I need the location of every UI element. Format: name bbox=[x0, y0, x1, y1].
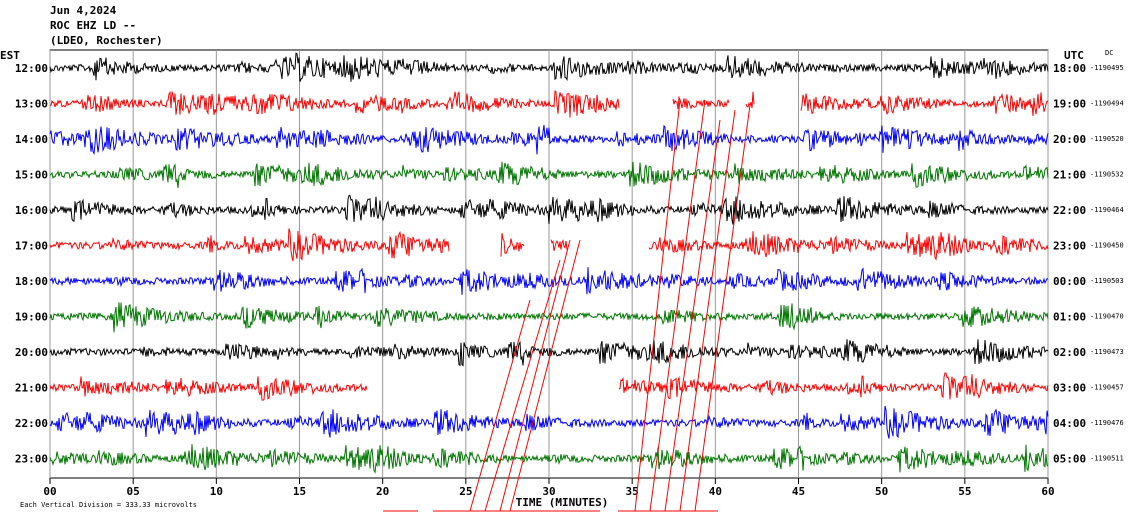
utc-label: 22:00 bbox=[1053, 204, 1086, 217]
dc-value: -1190450 bbox=[1090, 242, 1124, 250]
trace bbox=[49, 194, 1049, 225]
est-label: 20:00 bbox=[15, 346, 48, 359]
trace bbox=[49, 124, 1049, 156]
dc-value: -1190511 bbox=[1090, 455, 1124, 463]
left-axis-label: EST bbox=[0, 49, 20, 62]
utc-label: 03:00 bbox=[1053, 382, 1086, 395]
dc-value: -1190457 bbox=[1090, 384, 1124, 392]
est-label: 17:00 bbox=[15, 240, 48, 253]
trace bbox=[49, 302, 1049, 333]
x-tick-label: 60 bbox=[1041, 485, 1054, 498]
x-tick-label: 15 bbox=[293, 485, 306, 498]
dc-value: -1190520 bbox=[1090, 135, 1124, 143]
utc-label: 18:00 bbox=[1053, 62, 1086, 75]
x-tick-label: 35 bbox=[626, 485, 639, 498]
utc-label: 05:00 bbox=[1053, 453, 1086, 466]
utc-label: 21:00 bbox=[1053, 169, 1086, 182]
network: (LDEO, Rochester) bbox=[50, 34, 163, 47]
utc-label: 01:00 bbox=[1053, 311, 1086, 324]
trace bbox=[49, 90, 620, 118]
x-tick-label: 30 bbox=[542, 485, 555, 498]
trace bbox=[49, 339, 1049, 367]
dc-value: -1190464 bbox=[1090, 206, 1124, 214]
trace bbox=[648, 231, 1049, 261]
x-tick-label: 45 bbox=[792, 485, 805, 498]
est-label: 15:00 bbox=[15, 169, 48, 182]
event-marker bbox=[679, 109, 736, 512]
x-tick-label: 00 bbox=[43, 485, 56, 498]
dc-label: DC bbox=[1105, 49, 1113, 57]
trace bbox=[800, 92, 1049, 116]
event-marker bbox=[469, 299, 531, 512]
x-tick-label: 05 bbox=[127, 485, 140, 498]
trace bbox=[49, 376, 368, 401]
trace bbox=[618, 372, 1049, 400]
trace bbox=[49, 52, 1049, 82]
utc-label: 23:00 bbox=[1053, 240, 1086, 253]
x-tick-label: 55 bbox=[958, 485, 971, 498]
dc-value: -1190503 bbox=[1090, 277, 1124, 285]
event-marker bbox=[484, 259, 561, 512]
footnote: Each Vertical Division = 333.33 microvol… bbox=[20, 501, 197, 509]
right-axis-label: UTC bbox=[1064, 49, 1084, 62]
dc-value: -1190495 bbox=[1090, 64, 1124, 72]
trace bbox=[49, 444, 1049, 474]
trace bbox=[49, 267, 1049, 295]
station: ROC EHZ LD -- bbox=[50, 19, 136, 32]
trace bbox=[550, 239, 568, 252]
est-label: 21:00 bbox=[15, 382, 48, 395]
dc-value: -1190476 bbox=[1090, 419, 1124, 427]
trace bbox=[500, 233, 525, 257]
x-tick-label: 50 bbox=[875, 485, 888, 498]
x-tick-label: 10 bbox=[210, 485, 223, 498]
event-marker bbox=[499, 239, 571, 512]
trace bbox=[49, 161, 1049, 189]
trace bbox=[49, 228, 450, 262]
utc-label: 04:00 bbox=[1053, 417, 1086, 430]
event-marker bbox=[509, 239, 581, 512]
event-marker bbox=[664, 119, 721, 512]
x-tick-label: 20 bbox=[376, 485, 389, 498]
est-label: 22:00 bbox=[15, 417, 48, 430]
dc-value: -1190473 bbox=[1090, 348, 1124, 356]
event-marker bbox=[694, 104, 751, 512]
utc-label: 00:00 bbox=[1053, 275, 1086, 288]
utc-label: 19:00 bbox=[1053, 98, 1086, 111]
event-marker bbox=[634, 99, 681, 512]
event-marker bbox=[649, 99, 706, 512]
est-label: 19:00 bbox=[15, 311, 48, 324]
est-label: 23:00 bbox=[15, 453, 48, 466]
utc-label: 20:00 bbox=[1053, 133, 1086, 146]
x-tick-label: 25 bbox=[459, 485, 472, 498]
dc-value: -1190532 bbox=[1090, 171, 1124, 179]
x-axis-label: TIME (MINUTES) bbox=[516, 496, 609, 509]
x-tick-label: 40 bbox=[709, 485, 722, 498]
est-label: 14:00 bbox=[15, 133, 48, 146]
dc-value: -1190494 bbox=[1090, 100, 1124, 108]
date: Jun 4,2024 bbox=[50, 4, 117, 17]
est-label: 13:00 bbox=[15, 98, 48, 111]
est-label: 12:00 bbox=[15, 62, 48, 75]
trace bbox=[672, 95, 730, 110]
utc-label: 02:00 bbox=[1053, 346, 1086, 359]
trace bbox=[49, 405, 1049, 439]
est-label: 18:00 bbox=[15, 275, 48, 288]
dc-value: -1190470 bbox=[1090, 313, 1124, 321]
est-label: 16:00 bbox=[15, 204, 48, 217]
